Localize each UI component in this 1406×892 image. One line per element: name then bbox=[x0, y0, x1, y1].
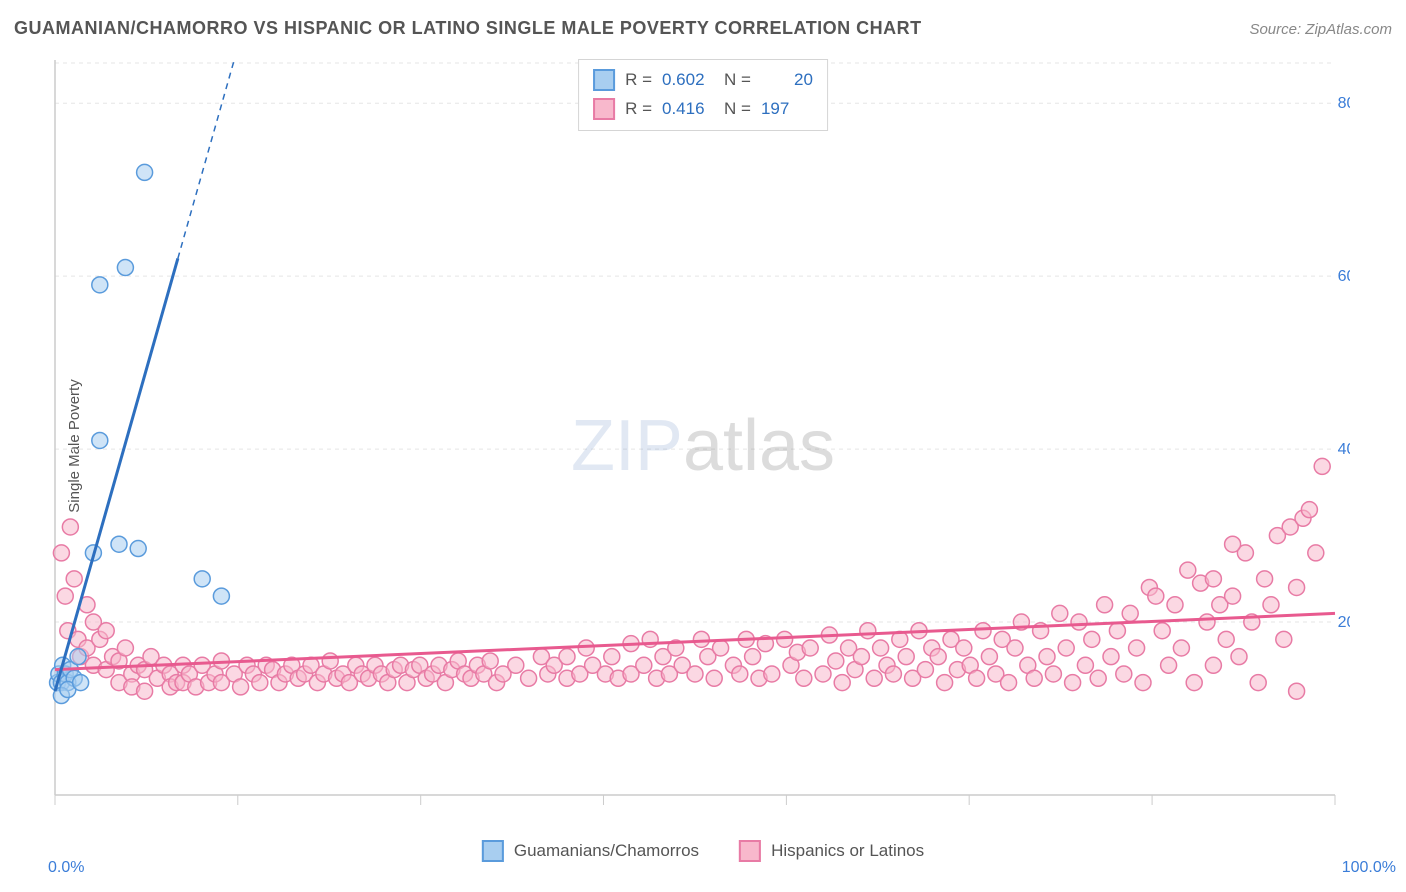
r-label: R = bbox=[625, 66, 652, 95]
n-label: N = bbox=[724, 66, 751, 95]
n-label: N = bbox=[724, 95, 751, 124]
stats-row-series2: R = 0.416 N = 197 bbox=[593, 95, 813, 124]
r-value-series1: 0.602 bbox=[662, 66, 714, 95]
stats-row-series1: R = 0.602 N = 20 bbox=[593, 66, 813, 95]
svg-text:40.0%: 40.0% bbox=[1338, 441, 1350, 458]
svg-text:80.0%: 80.0% bbox=[1338, 95, 1350, 112]
chart-title: GUAMANIAN/CHAMORRO VS HISPANIC OR LATINO… bbox=[14, 18, 922, 39]
n-value-series1: 20 bbox=[761, 66, 813, 95]
r-value-series2: 0.416 bbox=[662, 95, 714, 124]
svg-text:60.0%: 60.0% bbox=[1338, 268, 1350, 285]
n-value-series2: 197 bbox=[761, 95, 813, 124]
swatch-series1-bottom bbox=[482, 840, 504, 862]
swatch-series2 bbox=[593, 98, 615, 120]
legend-item-series2: Hispanics or Latinos bbox=[739, 840, 924, 862]
swatch-series2-bottom bbox=[739, 840, 761, 862]
chart-svg: 20.0% 40.0% 60.0% 80.0% bbox=[45, 55, 1350, 810]
legend-label-series1: Guamanians/Chamorros bbox=[514, 841, 699, 861]
x-axis-min-label: 0.0% bbox=[48, 859, 84, 877]
bottom-legend: Guamanians/Chamorros Hispanics or Latino… bbox=[482, 840, 924, 862]
swatch-series1 bbox=[593, 69, 615, 91]
x-axis-max-label: 100.0% bbox=[1342, 859, 1396, 877]
r-label: R = bbox=[625, 95, 652, 124]
svg-text:20.0%: 20.0% bbox=[1338, 614, 1350, 631]
source-attribution: Source: ZipAtlas.com bbox=[1249, 21, 1392, 38]
legend-item-series1: Guamanians/Chamorros bbox=[482, 840, 699, 862]
legend-label-series2: Hispanics or Latinos bbox=[771, 841, 924, 861]
chart-plot-area: 20.0% 40.0% 60.0% 80.0% bbox=[45, 55, 1350, 810]
correlation-stats-box: R = 0.602 N = 20 R = 0.416 N = 197 bbox=[578, 59, 828, 131]
